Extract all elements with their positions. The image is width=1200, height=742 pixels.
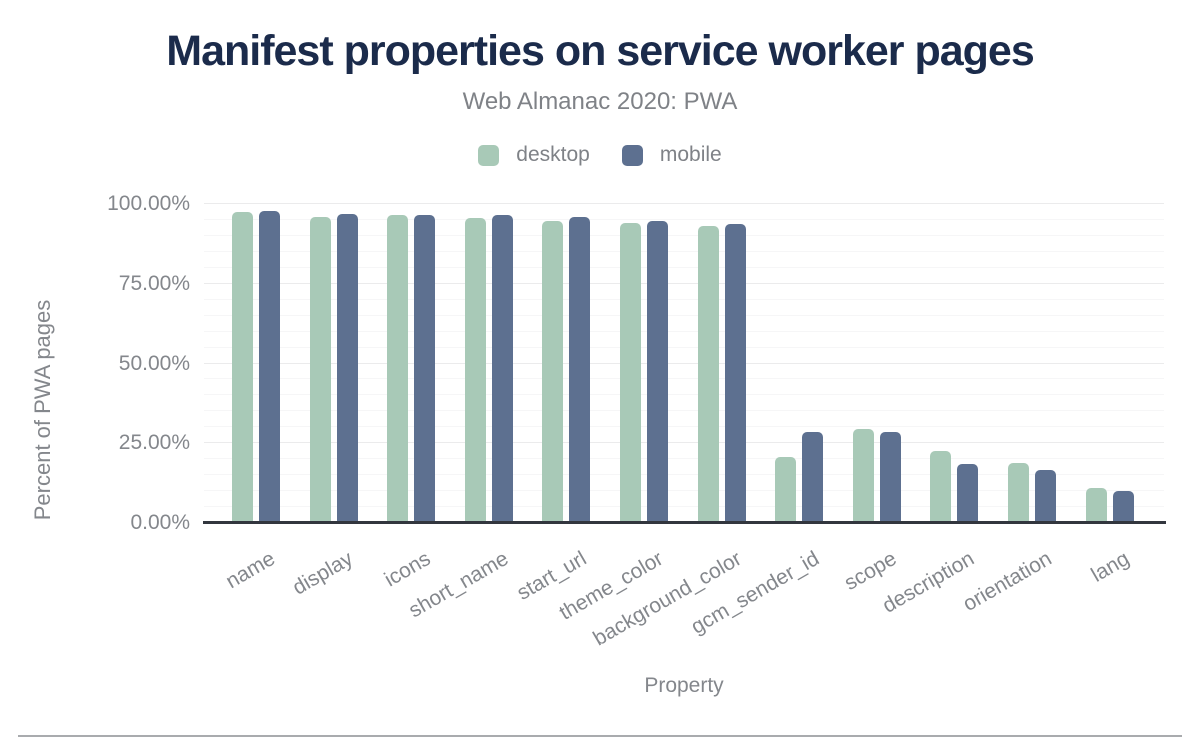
bar-desktop-name[interactable] <box>232 211 253 523</box>
bar-desktop-description[interactable] <box>930 450 952 523</box>
legend-item-desktop[interactable]: desktop <box>478 143 590 167</box>
x-tick-label-icons: icons <box>380 547 435 592</box>
legend-item-mobile[interactable]: mobile <box>621 143 722 167</box>
gridline-80 <box>204 266 1164 268</box>
gridline-55 <box>204 346 1164 348</box>
bar-desktop-short_name[interactable] <box>464 218 486 523</box>
bar-desktop-background_color[interactable] <box>697 225 719 523</box>
y-tick-label-100: 100.00% <box>107 192 190 215</box>
bar-mobile-short_name[interactable] <box>491 215 513 523</box>
bar-mobile-icons[interactable] <box>414 214 436 523</box>
x-tick-label-name: name <box>222 547 280 594</box>
bottom-divider <box>18 735 1182 737</box>
gridline-50 <box>204 362 1164 364</box>
gridline-60 <box>204 330 1164 332</box>
bar-mobile-theme_color[interactable] <box>647 220 668 523</box>
bar-mobile-orientation[interactable] <box>1035 470 1056 523</box>
gridline-25 <box>204 442 1164 444</box>
y-tick-label-50: 50.00% <box>118 351 190 375</box>
gridline-75 <box>204 282 1164 284</box>
gridline-85 <box>204 250 1164 252</box>
gridline-15 <box>204 474 1164 476</box>
y-tick-label-25: 25.00% <box>118 431 190 455</box>
bar-desktop-lang[interactable] <box>1085 487 1107 523</box>
bar-desktop-orientation[interactable] <box>1008 463 1029 523</box>
bar-desktop-icons[interactable] <box>387 215 409 523</box>
gridline-100 <box>204 203 1164 204</box>
gridline-40 <box>204 394 1164 396</box>
bar-mobile-description[interactable] <box>957 464 979 523</box>
gridline-10 <box>204 490 1164 492</box>
bar-desktop-start_url[interactable] <box>542 220 564 523</box>
legend: desktop mobile <box>0 143 1200 167</box>
bar-desktop-gcm_sender_id[interactable] <box>775 456 797 523</box>
legend-label-desktop: desktop <box>516 143 590 166</box>
chart-title: Manifest properties on service worker pa… <box>166 27 1035 75</box>
bar-desktop-display[interactable] <box>309 216 331 523</box>
legend-label-mobile: mobile <box>659 143 722 166</box>
gridline-30 <box>204 426 1164 428</box>
bar-mobile-display[interactable] <box>336 213 358 523</box>
gridline-20 <box>204 458 1164 460</box>
x-axis-line <box>203 521 1166 524</box>
chart-subtitle: Web Almanac 2020: PWA <box>462 88 738 115</box>
bar-mobile-scope[interactable] <box>879 431 901 523</box>
bar-mobile-name[interactable] <box>259 211 280 523</box>
x-tick-label-orientation: orientation <box>959 547 1056 616</box>
bar-desktop-scope[interactable] <box>852 428 874 523</box>
y-tick-label-75: 75.00% <box>118 271 190 295</box>
gridline-5 <box>204 506 1164 508</box>
bar-mobile-start_url[interactable] <box>569 217 591 523</box>
x-axis-title: Property <box>644 674 724 697</box>
bar-mobile-gcm_sender_id[interactable] <box>802 432 824 523</box>
x-tick-label-lang: lang <box>1087 547 1134 587</box>
gridline-45 <box>204 378 1164 380</box>
x-tick-label-scope: scope <box>840 547 901 595</box>
gridline-95 <box>204 218 1164 220</box>
gridline-65 <box>204 314 1164 316</box>
bar-desktop-theme_color[interactable] <box>620 223 641 523</box>
y-axis-title: Percent of PWA pages <box>30 299 55 521</box>
plot-area: 0.00% 25.00% 50.00% 75.00% 100.00% name displa… <box>107 193 1166 650</box>
legend-swatch-desktop <box>478 144 500 166</box>
y-tick-label-0: 0.00% <box>130 511 190 534</box>
gridline-70 <box>204 298 1164 300</box>
legend-swatch-mobile <box>621 144 643 166</box>
gridline-35 <box>204 410 1164 412</box>
x-tick-label-display: display <box>288 547 358 600</box>
bar-mobile-background_color[interactable] <box>724 224 746 523</box>
gridline-90 <box>204 234 1164 236</box>
bar-mobile-lang[interactable] <box>1112 490 1134 523</box>
